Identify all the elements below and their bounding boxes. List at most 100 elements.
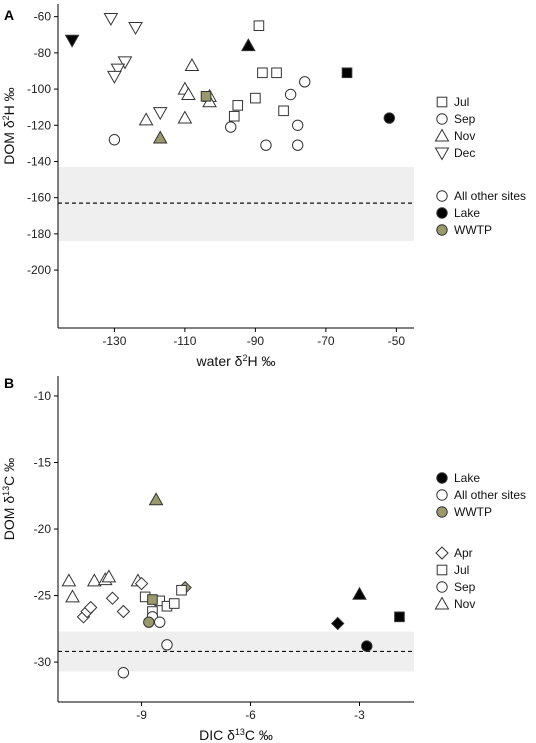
data-point [177,110,193,124]
legend-label: WWTP [454,505,492,519]
panel-a: A -130 -110 -90 -70 -50 -60 -80 -100 -120 -140 -16… [1,4,526,369]
legend-label: Nov [454,129,475,143]
data-point [200,91,212,102]
data-point [152,107,168,121]
data-point [331,616,345,631]
data-point [176,584,187,596]
legend-marker-apr [435,546,449,560]
legend-label: Sep [454,112,476,126]
legend-marker-wwtp [436,506,448,518]
y-tick-label: -140 [27,154,51,168]
data-point [383,112,396,124]
legend-label: Sep [454,580,476,594]
legend-marker-all-other-sites [436,489,448,501]
data-point [291,119,304,131]
data-point [117,56,133,70]
x-tick-label: -110 [173,334,196,348]
legend-marker-all-other-sites [436,190,448,202]
y-tick-label: -120 [27,118,51,132]
data-point [154,616,166,628]
legend-marker-nov [434,128,450,142]
x-tick-label: -130 [102,334,126,348]
legend-label: Lake [454,471,480,485]
panel-a-x-axis-label: water δ2H ‰ [196,353,276,369]
data-point [184,58,200,72]
legend-label: Dec [454,146,475,160]
data-point [253,20,265,32]
panel-a-y-axis-label: DOM δ2H ‰ [1,87,17,164]
x-tick-label: -50 [388,334,406,348]
data-point [148,492,164,506]
data-point [143,616,155,628]
legend-label: Apr [454,546,473,560]
data-point [228,110,240,122]
y-tick-label: -30 [34,655,52,669]
data-point [108,134,121,146]
panel-a-legend: Jul Sep Nov Dec All other sites Lake WWTP [434,95,526,237]
panel-a-reference-band [58,166,414,242]
data-point [64,34,80,48]
x-tick-label: -3 [354,708,365,722]
legend-label: All other sites [454,488,526,502]
legend-label: Nov [454,597,475,611]
data-point [284,88,297,101]
x-tick-label: -9 [136,708,147,722]
panel-b-y-axis-label: DOM δ13C ‰ [1,458,17,540]
data-point [225,121,237,133]
data-point [61,573,77,587]
data-point [232,100,244,111]
panel-a-label: A [4,7,14,23]
data-point [168,598,180,609]
data-point [352,586,367,600]
x-tick-label: -6 [245,708,256,722]
panel-b-ticks: -9 -6 -3 -10 -15 -20 -25 -30 [34,389,366,722]
data-point [105,591,120,605]
data-point [394,611,405,623]
legend-marker-jul [436,564,448,576]
y-tick-label: -25 [34,589,52,603]
panel-b-label: B [4,375,14,391]
data-point [240,38,256,52]
data-point [341,67,353,79]
data-point [291,139,304,151]
y-tick-label: -200 [27,263,51,277]
data-point [110,63,126,77]
data-point [107,70,122,84]
panel-a-ticks: -130 -110 -90 -70 -50 -60 -80 -100 -120 -140 -160 -… [27,10,405,348]
data-point [65,589,80,603]
y-tick-label: -20 [34,522,52,536]
legend-label: Jul [454,95,469,109]
data-point [134,576,149,591]
data-point [271,67,282,79]
legend-label: Lake [454,206,480,220]
y-tick-label: -10 [34,389,52,403]
x-tick-label: -70 [317,334,335,348]
data-point [138,112,154,126]
y-tick-label: -60 [34,10,52,24]
data-point [128,22,143,36]
legend-marker-dec [434,147,450,161]
y-tick-label: -180 [27,227,51,241]
data-point [103,12,119,26]
y-tick-label: -80 [34,46,52,60]
panel-b: B -9 -6 -3 -10 -15 -20 -25 -30 DIC δ13C ‰ DOM δ… [1,375,526,743]
data-point [86,573,102,587]
legend-marker-nov [434,596,450,610]
x-tick-label: -90 [247,334,265,348]
legend-marker-jul [436,96,448,108]
data-point [257,67,268,79]
panel-a-points [64,12,396,151]
data-point [152,130,168,144]
y-tick-label: -100 [27,82,51,96]
data-point [101,569,117,583]
panel-b-points [61,492,405,679]
data-point [181,86,196,101]
legend-label: All other sites [454,189,526,203]
data-point [161,639,173,651]
data-point [116,604,131,619]
data-point [260,139,272,151]
data-point [83,600,98,615]
legend-label: WWTP [454,223,492,237]
legend-marker-lake [436,207,448,219]
